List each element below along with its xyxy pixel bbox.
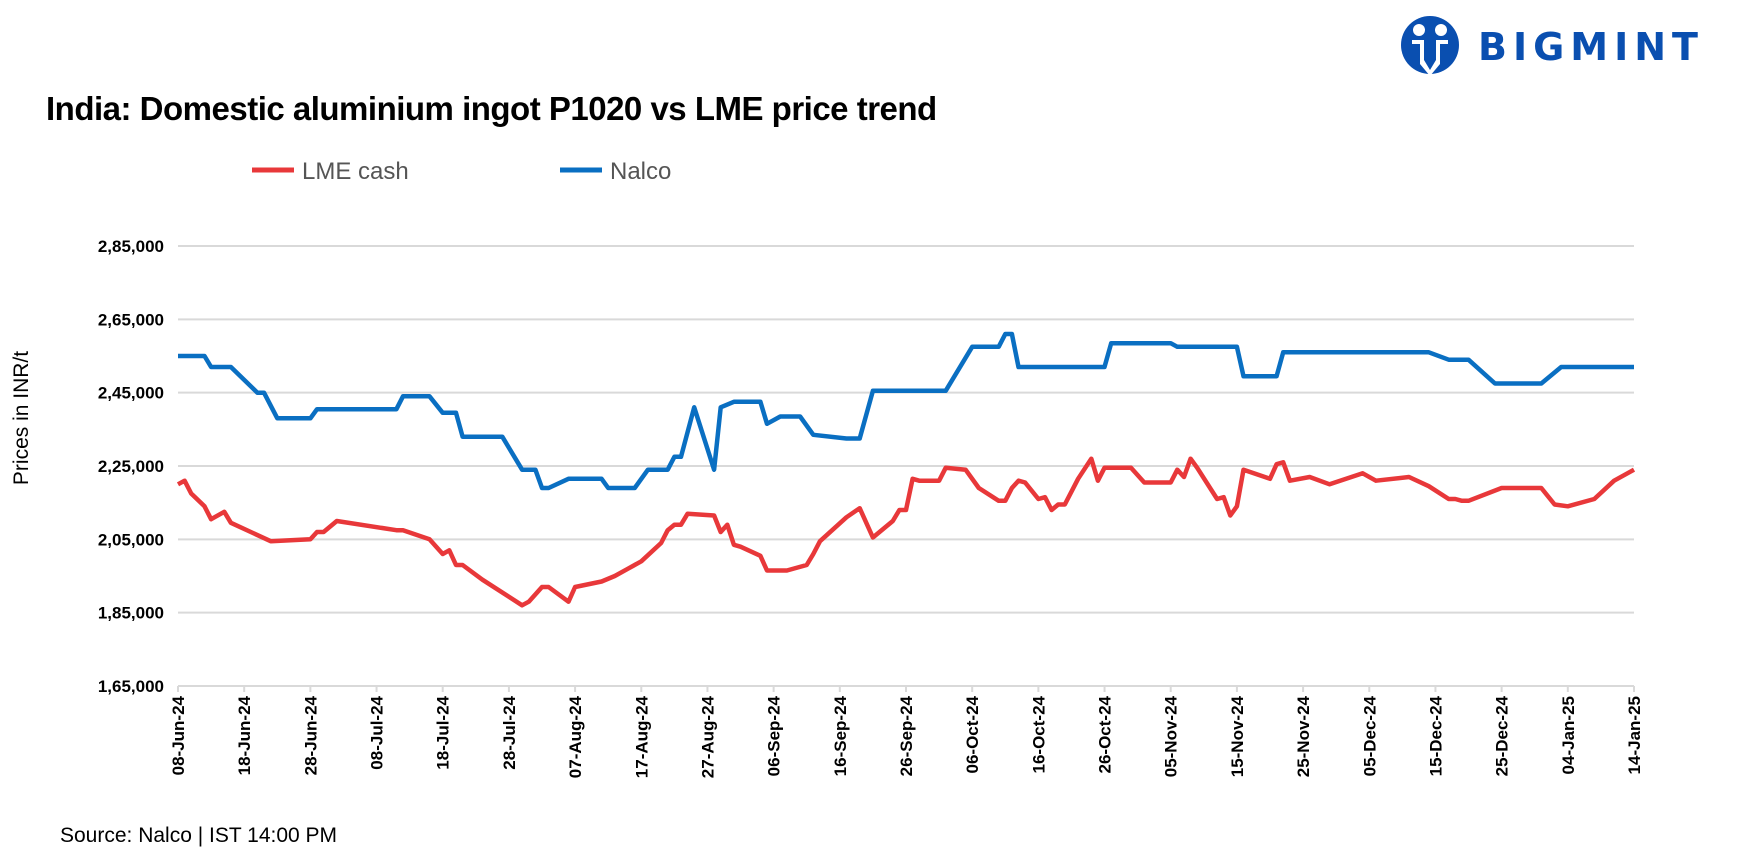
x-tick-label: 07-Aug-24 [566, 695, 585, 778]
x-tick-label: 17-Aug-24 [632, 695, 651, 778]
x-tick-label: 16-Sep-24 [831, 695, 850, 776]
x-tick-label: 05-Dec-24 [1360, 695, 1379, 776]
x-tick-label: 28-Jun-24 [301, 695, 320, 775]
gridlines [178, 245, 1634, 687]
y-axis-ticks: 1,65,000 1,85,000 2,05,000 2,25,000 2,45,000… [98, 237, 164, 696]
x-tick-label: 16-Oct-24 [1029, 695, 1048, 773]
legend-label: LME cash [302, 158, 409, 185]
x-tick-label: 18-Jun-24 [235, 695, 254, 775]
x-tick-label: 06-Sep-24 [765, 695, 784, 776]
legend: LME cash Nalco [252, 158, 671, 185]
bigmint-logo: BIGMINT [1401, 16, 1704, 76]
legend-label: Nalco [610, 158, 671, 185]
x-tick-label: 04-Jan-25 [1559, 696, 1578, 774]
x-tick-label: 08-Jul-24 [368, 695, 387, 769]
series-lines [176, 331, 1636, 608]
x-tick-label: 05-Nov-24 [1162, 695, 1181, 777]
x-tick-label: 26-Oct-24 [1096, 695, 1115, 773]
x-tick-label: 28-Jul-24 [500, 695, 519, 769]
chart-title: India: Domestic aluminium ingot P1020 vs… [46, 90, 937, 127]
x-tick-label: 25-Dec-24 [1493, 695, 1512, 776]
series-line-lme-cash [176, 456, 1636, 608]
x-tick-label: 06-Oct-24 [963, 695, 982, 773]
series-line-nalco [178, 331, 1634, 491]
y-tick-label: 2,85,000 [98, 237, 164, 256]
x-axis-ticks: 08-Jun-24 18-Jun-24 28-Jun-24 08-Jul-24 18-J… [169, 686, 1644, 778]
y-tick-label: 1,65,000 [98, 677, 164, 696]
x-tick-label: 18-Jul-24 [434, 695, 453, 769]
y-tick-label: 2,05,000 [98, 530, 164, 549]
x-tick-label: 14-Jan-25 [1625, 696, 1644, 774]
x-tick-label: 26-Sep-24 [897, 695, 916, 776]
y-tick-label: 1,85,000 [98, 604, 164, 623]
x-tick-label: 25-Nov-24 [1294, 695, 1313, 777]
svg-text:BIGMINT: BIGMINT [1478, 25, 1704, 69]
source-note: Source: Nalco | IST 14:00 PM [60, 824, 338, 847]
y-axis-label: Prices in INR/t [10, 351, 33, 485]
x-tick-label: 08-Jun-24 [169, 695, 188, 775]
y-tick-label: 2,65,000 [98, 310, 164, 329]
y-tick-label: 2,25,000 [98, 457, 164, 476]
x-tick-label: 27-Aug-24 [698, 695, 717, 778]
x-tick-label: 15-Nov-24 [1228, 695, 1247, 777]
y-tick-label: 2,45,000 [98, 384, 164, 403]
x-tick-label: 15-Dec-24 [1426, 695, 1445, 776]
